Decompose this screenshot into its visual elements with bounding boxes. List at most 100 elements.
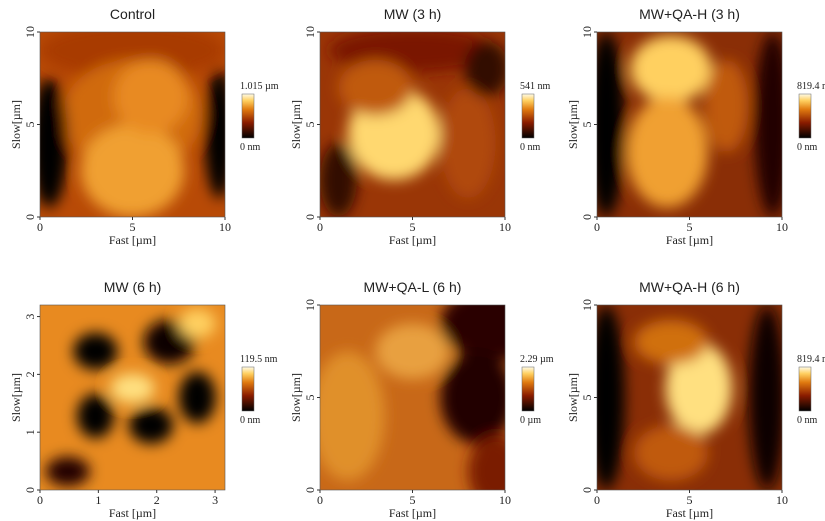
surface-feature	[704, 59, 749, 153]
x-tick-label: 3	[212, 493, 218, 507]
surface	[597, 32, 782, 217]
y-axis-label: Slow[µm]	[9, 100, 23, 149]
x-tick-label: 10	[499, 220, 511, 234]
panel-title: MW (3 h)	[384, 6, 442, 22]
x-tick-label: 5	[410, 493, 416, 507]
y-axis-label: Slow[µm]	[566, 100, 580, 149]
surface-feature	[597, 305, 625, 490]
x-axis-label: Fast [µm]	[666, 233, 713, 247]
surface	[597, 305, 782, 490]
x-tick-label: 10	[219, 220, 231, 234]
y-tick-label: 5	[303, 395, 317, 401]
x-tick-label: 0	[37, 220, 43, 234]
surface-feature	[178, 371, 216, 424]
colorbar-min: 0 nm	[520, 142, 541, 153]
surface-feature	[110, 373, 155, 404]
panel: Control 0 5 10 0 5 10 Fast [µm] Slow[µm] 1.015 µm…	[9, 6, 279, 247]
colorbar-min: 0 nm	[797, 415, 818, 426]
y-tick-label: 10	[580, 299, 594, 311]
colorbar-min: 0 nm	[240, 142, 261, 153]
surface-feature	[464, 41, 505, 97]
surface-feature	[375, 323, 450, 379]
surface-feature	[634, 319, 708, 365]
x-axis-label: Fast [µm]	[109, 233, 156, 247]
afm-image	[40, 305, 225, 490]
surface-feature	[204, 69, 225, 199]
afm-image	[597, 32, 782, 217]
x-tick-label: 5	[687, 220, 693, 234]
y-tick-label: 10	[303, 26, 317, 38]
panel: MW+QA-H (6 h) 0 5 10 0 5 10 Fast [µm] Slow[µm] 81…	[566, 279, 825, 520]
surface-feature	[748, 305, 782, 490]
panel: MW (6 h) 0 1 2 3 0 1 2 3 Fast [µm] Slow[µm] 119.5 n…	[9, 279, 278, 520]
colorbar-max: 1.015 µm	[240, 81, 279, 92]
x-tick-label: 0	[594, 220, 600, 234]
y-tick-label: 0	[23, 487, 37, 493]
colorbar	[521, 366, 535, 412]
x-tick-label: 5	[410, 220, 416, 234]
colorbar	[798, 366, 812, 412]
y-tick-label: 0	[580, 214, 594, 220]
y-tick-label: 10	[303, 299, 317, 311]
x-tick-label: 10	[776, 493, 788, 507]
surface-feature	[73, 332, 118, 370]
surface	[320, 32, 505, 217]
y-tick-label: 0	[580, 487, 594, 493]
surface-feature	[77, 393, 114, 439]
x-tick-label: 1	[95, 493, 101, 507]
surface-feature	[320, 351, 385, 481]
panel: MW+QA-L (6 h) 0 5 10 0 5 10 Fast [µm] Slow[µm] 2.…	[289, 279, 554, 520]
y-tick-label: 10	[580, 26, 594, 38]
x-tick-label: 5	[687, 493, 693, 507]
surface-feature	[40, 78, 68, 208]
panel-title: MW (6 h)	[104, 279, 162, 295]
panel-title: MW+QA-H (3 h)	[639, 6, 740, 22]
colorbar-max: 819.4 nm	[797, 81, 825, 92]
surface	[40, 32, 225, 217]
y-tick-label: 5	[303, 122, 317, 128]
colorbar	[241, 366, 255, 412]
panel: MW+QA-H (3 h) 0 5 10 0 5 10 Fast [µm] Slow[µm] 81…	[566, 6, 825, 247]
panel-title: MW+QA-L (6 h)	[364, 279, 462, 295]
panel-title: Control	[110, 6, 155, 22]
y-tick-label: 5	[580, 395, 594, 401]
x-axis-label: Fast [µm]	[389, 506, 436, 520]
surface-feature	[754, 32, 782, 217]
y-tick-label: 3	[23, 314, 37, 320]
y-axis-label: Slow[µm]	[566, 373, 580, 422]
surface	[320, 305, 505, 490]
colorbar	[521, 93, 535, 139]
surface-feature	[665, 342, 733, 435]
y-tick-label: 5	[23, 122, 37, 128]
x-axis-label: Fast [µm]	[389, 233, 436, 247]
colorbar-max: 119.5 nm	[240, 354, 278, 365]
surface-feature	[320, 143, 357, 217]
surface-feature	[128, 406, 174, 444]
panel: MW (3 h) 0 5 10 0 5 10 Fast [µm] Slow[µm] 541 nm 0…	[289, 6, 551, 247]
x-tick-label: 0	[37, 493, 43, 507]
x-axis-label: Fast [µm]	[109, 506, 156, 520]
y-tick-label: 5	[580, 122, 594, 128]
x-tick-label: 2	[154, 493, 160, 507]
surface-feature	[40, 32, 225, 79]
colorbar-min: 0 nm	[797, 142, 818, 153]
surface-feature	[80, 124, 185, 217]
y-tick-label: 1	[23, 429, 37, 435]
surface-feature	[440, 87, 496, 199]
y-tick-label: 0	[303, 487, 317, 493]
surface-feature	[45, 456, 90, 487]
surface-feature	[634, 425, 708, 481]
x-tick-label: 10	[499, 493, 511, 507]
surface-feature	[440, 305, 505, 361]
surface-feature	[626, 96, 708, 208]
colorbar	[798, 93, 812, 139]
x-tick-label: 0	[317, 220, 323, 234]
x-axis-label: Fast [µm]	[666, 506, 713, 520]
x-tick-label: 0	[317, 493, 323, 507]
afm-image	[320, 32, 505, 217]
afm-image	[597, 305, 782, 490]
y-axis-label: Slow[µm]	[289, 373, 303, 422]
y-tick-label: 0	[23, 214, 37, 220]
y-axis-label: Slow[µm]	[289, 100, 303, 149]
